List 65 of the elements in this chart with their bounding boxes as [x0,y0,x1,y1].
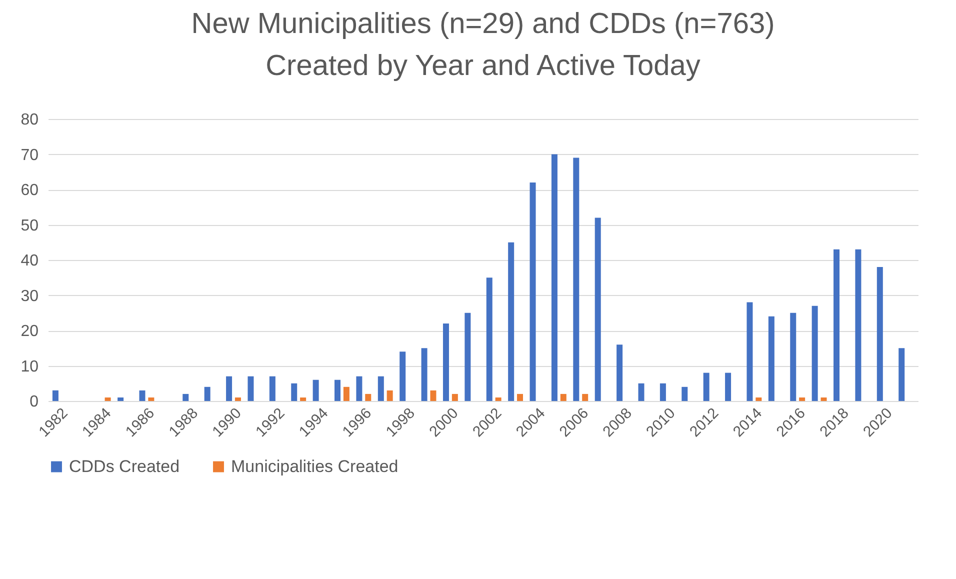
y-tick-label: 0 [30,394,39,410]
bar [876,267,883,401]
chart-title: New Municipalities (n=29) and CDDs (n=763) Created by Year and Active Today [191,8,775,82]
bar [226,376,232,401]
bar [530,182,536,401]
bar [204,386,210,401]
bar [560,394,566,401]
y-tick-label: 30 [20,288,39,305]
bar [118,397,124,401]
bar [365,394,372,401]
bar [551,154,558,401]
bar [291,383,298,401]
bar [104,397,111,401]
bar [756,397,762,401]
bar [573,158,580,401]
bar [300,397,306,401]
bar [582,394,588,401]
bar [703,372,710,401]
y-tick-label: 50 [20,217,39,234]
bar [638,383,644,401]
bar [746,302,753,401]
bar [148,397,154,401]
y-tick-label: 80 [20,112,39,128]
bar [820,397,827,401]
bar [248,376,254,401]
bar [725,372,732,401]
bar [790,312,796,401]
bar [343,386,350,401]
bar [508,242,514,401]
bar [495,397,502,401]
y-tick-label: 60 [20,182,39,199]
bar [464,312,471,401]
bar [660,383,666,401]
bar [400,352,406,401]
bar [682,386,688,401]
bar [52,390,58,401]
bar [442,323,449,401]
bar [452,394,458,401]
legend-label: CDDs Created [69,456,180,476]
legend-label: Municipalities Created [231,456,398,476]
bar [386,390,393,401]
bar [517,394,524,401]
bar [234,397,241,401]
bar [594,218,601,401]
bar [898,348,905,401]
bar [812,306,818,401]
y-tick-label: 10 [20,358,39,376]
bar [356,376,362,401]
bar [834,249,840,401]
bar [139,390,146,401]
bar [430,390,436,401]
bar [378,376,384,401]
bar [421,348,428,401]
y-tick-label: 20 [20,323,39,340]
bar [334,380,341,401]
bar [486,278,492,401]
bar [182,394,189,401]
bar [799,397,806,401]
y-tick-label: 40 [20,252,39,270]
bar [768,316,774,401]
bar [855,249,862,401]
bar [616,344,623,401]
bar [312,380,319,401]
y-tick-label: 70 [20,146,39,164]
bar [269,376,276,401]
